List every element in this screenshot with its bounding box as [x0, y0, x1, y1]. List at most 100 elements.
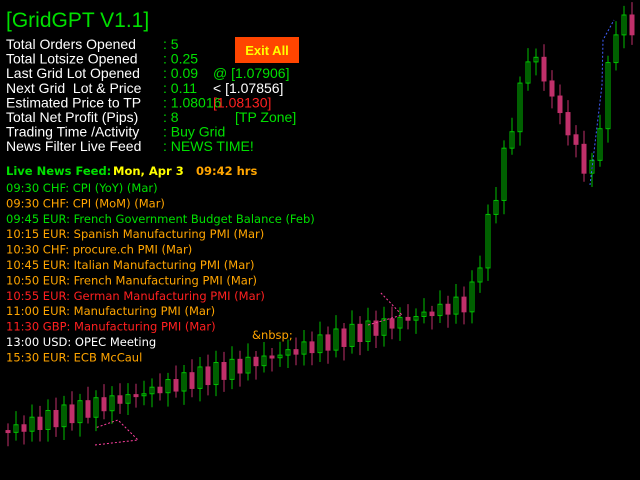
candle-body — [429, 311, 435, 317]
news-panel: Live News Feed: Mon, Apr 3 09:42 hrs &nb… — [6, 164, 315, 364]
candle-body — [357, 323, 363, 342]
candle-body — [149, 386, 155, 395]
candle-body — [365, 320, 371, 342]
candle-body — [469, 281, 475, 313]
info-value: : 8 — [163, 109, 179, 125]
info-label: Estimated Price to TP — [6, 94, 141, 110]
info-label: Total Lotsize Opened — [6, 51, 138, 67]
candle-body — [133, 394, 139, 398]
candle-body — [61, 404, 67, 428]
candle-body — [565, 112, 571, 136]
news-item: 10:30 CHF: procure.ch PMI (Mar) — [6, 243, 192, 257]
info-extra: @ [1.07906] — [213, 65, 290, 81]
news-item: 09:45 EUR: French Government Budget Bala… — [6, 212, 315, 226]
candle-body — [157, 386, 163, 394]
candle-body — [549, 80, 555, 97]
candle-body — [445, 303, 451, 315]
candle-body — [477, 267, 483, 283]
info-label: Last Grid Lot Opened — [6, 65, 140, 81]
info-label: Trading Time /Activity — [6, 124, 139, 140]
candle-body — [53, 409, 59, 428]
candle-body — [605, 62, 611, 130]
news-item: 11:30 GBP: Manufacturing PMI (Mar) — [6, 320, 216, 334]
candle-body — [621, 14, 627, 36]
info-panel: Total Orders Opened: 5 Total Lotsize Open… — [6, 36, 296, 154]
candle-body — [237, 358, 243, 374]
exit-button-label[interactable]: Exit All — [245, 43, 289, 58]
info-extra: [TP Zone] — [235, 109, 296, 125]
news-heading: Live News Feed: — [6, 164, 111, 178]
news-item: 10:15 EUR: Spanish Manufacturing PMI (Ma… — [6, 227, 264, 241]
candle-body — [77, 400, 83, 424]
candle-body — [205, 366, 211, 386]
candle-body — [397, 316, 403, 329]
candle-body — [253, 356, 259, 367]
info-value: : 0.25 — [163, 51, 198, 67]
exit-button[interactable] — [235, 37, 299, 63]
candle-body — [317, 334, 323, 354]
candle-body — [461, 296, 467, 313]
candle-body — [557, 95, 563, 114]
candle-body — [93, 397, 99, 418]
info-label: Total Orders Opened — [6, 36, 136, 52]
info-label: Next Grid Lot & Price — [6, 80, 142, 96]
info-label: News Filter Live Feed — [6, 138, 141, 154]
candle-body — [405, 316, 411, 321]
candle-body — [101, 397, 107, 412]
candle-body — [389, 318, 395, 329]
candle-body — [421, 311, 427, 318]
candle-body — [437, 303, 443, 317]
news-time: 09:42 hrs — [196, 164, 257, 178]
candle-body — [45, 409, 51, 430]
candle-body — [165, 379, 171, 394]
info-value: : 0.09 — [163, 65, 198, 81]
grid-line — [589, 19, 615, 186]
candle-body — [85, 400, 91, 418]
title: [GridGPT V1.1] — [6, 9, 149, 32]
candle-body — [285, 349, 291, 356]
candle-body — [117, 395, 123, 404]
candle-body — [493, 199, 499, 215]
candle-body — [245, 356, 251, 374]
info-extra: < [1.07856] — [213, 80, 283, 96]
candle-body — [341, 328, 347, 347]
candle-body — [229, 358, 235, 380]
candle-body — [37, 416, 43, 430]
candle-body — [509, 131, 515, 149]
candle-body — [293, 349, 299, 355]
candle-body — [109, 395, 115, 412]
candle-body — [501, 147, 507, 201]
info-value: : NEWS TIME! — [163, 138, 254, 154]
candle-body — [181, 372, 187, 392]
candle-body — [349, 323, 355, 347]
candle-body — [613, 34, 619, 64]
candle-body — [301, 341, 307, 355]
candle-body — [589, 159, 595, 174]
candle-body — [5, 430, 11, 434]
candle-body — [261, 355, 267, 367]
news-date: Mon, Apr 3 — [113, 164, 184, 178]
candle-body — [581, 143, 587, 174]
candle-body — [69, 404, 75, 424]
grid-line — [367, 291, 403, 326]
candle-body — [173, 379, 179, 392]
candle-body — [269, 355, 275, 359]
candle-body — [213, 362, 219, 386]
candle-body — [333, 328, 339, 351]
stray-text: &nbsp; — [252, 328, 293, 342]
candle-body — [533, 56, 539, 63]
candle-body — [517, 82, 523, 133]
news-item: 09:30 CHF: CPI (YoY) (Mar) — [6, 181, 158, 195]
candle-body — [197, 366, 203, 389]
candle-body — [29, 416, 35, 432]
candle-body — [485, 213, 491, 269]
candle-body — [453, 296, 459, 315]
candle-body — [541, 56, 547, 82]
candle-body — [189, 372, 195, 389]
info-value: : 1.08016 — [163, 94, 222, 110]
info-value: : Buy Grid — [163, 124, 225, 140]
news-item: 09:30 CHF: CPI (MoM) (Mar) — [6, 196, 165, 210]
news-item: 10:55 EUR: German Manufacturing PMI (Mar… — [6, 289, 265, 303]
candle-body — [381, 318, 387, 336]
